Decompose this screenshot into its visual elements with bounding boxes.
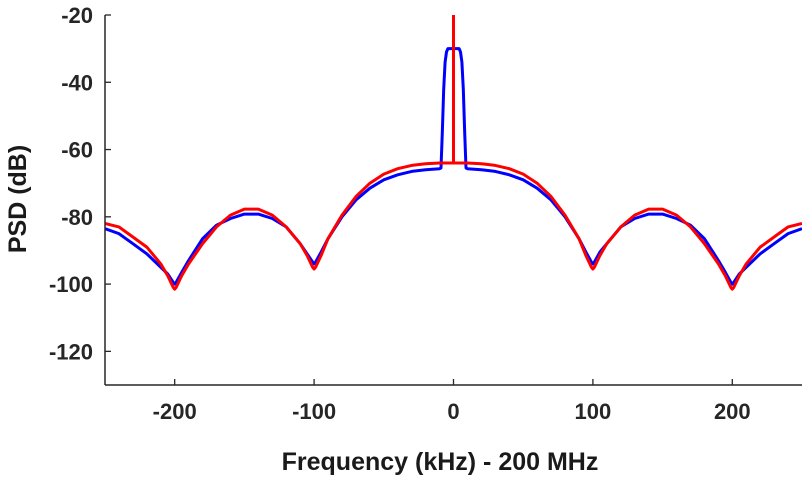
y-tick-label: -40 — [61, 70, 93, 95]
y-tick-label: -60 — [61, 138, 93, 163]
series-line-red — [105, 161, 802, 291]
x-tick-label: 200 — [714, 399, 751, 424]
x-tick-label: 100 — [575, 399, 612, 424]
x-tick-label: -100 — [292, 399, 336, 424]
y-tick-label: -80 — [61, 205, 93, 230]
series-layer — [105, 15, 802, 291]
y-ticks: -20 -40 -60 -80 -100 -120 — [49, 3, 111, 364]
x-axis-label: Frequency (kHz) - 200 MHz — [282, 448, 599, 476]
x-tick-label: -200 — [153, 399, 197, 424]
y-tick-label: -120 — [49, 339, 93, 364]
y-tick-label: -20 — [61, 3, 93, 28]
y-tick-label: -100 — [49, 272, 93, 297]
x-ticks: -200 -100 0 100 200 — [153, 379, 751, 424]
y-axis-label: PSD (dB) — [4, 145, 32, 253]
x-tick-label: 0 — [447, 399, 459, 424]
